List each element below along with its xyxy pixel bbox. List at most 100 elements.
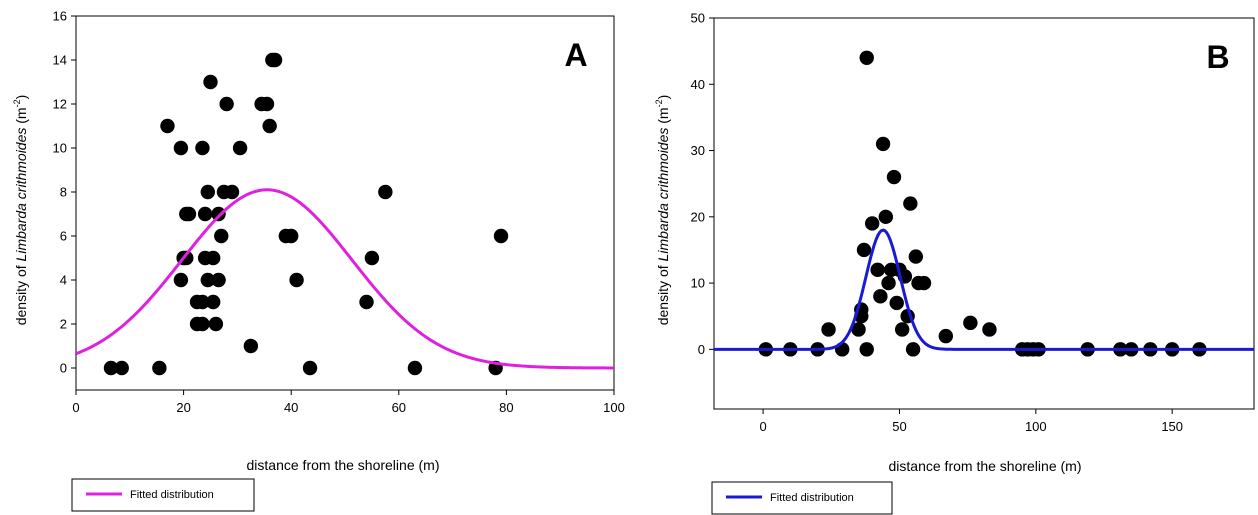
y-axis-label-unit: (m — [13, 107, 29, 127]
data-point — [881, 275, 896, 291]
data-point — [211, 206, 226, 222]
panel-label: A — [564, 37, 587, 73]
data-point — [821, 322, 836, 337]
x-tick-label: 40 — [284, 400, 298, 415]
data-point — [152, 360, 167, 376]
data-point — [894, 322, 910, 337]
x-tick-label: 20 — [176, 400, 190, 415]
y-axis-label-species: Limbarda crithmoides — [13, 128, 29, 262]
data-point — [864, 216, 880, 231]
y-axis-label-prefix: density of — [655, 261, 671, 325]
y-tick-label: 4 — [60, 273, 67, 288]
plot-frame — [75, 15, 615, 391]
y-tick-label: 16 — [53, 9, 67, 24]
x-tick-label: 100 — [603, 400, 625, 415]
data-point — [284, 228, 299, 244]
legend-label: Fitted distribution — [770, 492, 854, 504]
data-point — [938, 328, 954, 344]
data-point — [205, 250, 221, 266]
y-axis-label-unit: (m — [655, 107, 671, 127]
data-point — [195, 294, 210, 310]
data-point — [982, 322, 997, 337]
chart-panel-b: 0 50 100 150 0 10 20 30 40 50 distance from the sh… — [654, 11, 1255, 515]
data-point — [289, 272, 304, 288]
y-tick-label: 2 — [60, 317, 67, 332]
y-tick-label: 10 — [691, 276, 705, 291]
x-tick-label: 0 — [759, 419, 766, 434]
y-tick-label: 30 — [691, 143, 705, 158]
data-point — [114, 360, 129, 376]
data-point — [916, 275, 932, 291]
data-point — [870, 262, 885, 278]
y-axis-label-suffix: ) — [655, 95, 671, 100]
data-point — [886, 169, 902, 185]
x-axis-label: distance from the shoreline (m) — [247, 457, 440, 473]
y-tick-label: 50 — [691, 11, 705, 26]
data-point — [224, 184, 240, 200]
data-point — [197, 206, 213, 222]
y-tick-label: 40 — [691, 77, 705, 92]
data-point — [173, 140, 189, 156]
fitted-curve — [714, 228, 1254, 351]
x-tick-label: 100 — [1025, 419, 1047, 434]
x-tick-label: 0 — [72, 400, 79, 415]
y-tick-label: 0 — [698, 342, 705, 357]
legend: Fitted distribution — [71, 478, 255, 512]
data-point — [214, 228, 229, 244]
data-point — [200, 184, 216, 200]
data-point — [859, 342, 874, 357]
legend: Fitted distribution — [711, 481, 893, 515]
fitted-curve — [76, 188, 614, 370]
y-axis-label: density of Limbarda crithmoides (m-2) — [12, 95, 29, 326]
data-point — [205, 294, 221, 310]
y-axis-label-exponent: -2 — [12, 99, 22, 107]
x-axis-label: distance from the shoreline (m) — [889, 458, 1082, 474]
y-tick-label: 12 — [53, 97, 67, 112]
data-point — [181, 206, 197, 222]
y-tick-label: 14 — [53, 53, 67, 68]
scatter-points — [758, 50, 1207, 357]
data-point — [378, 184, 393, 200]
x-tick-label: 80 — [499, 400, 513, 415]
legend-label: Fitted distribution — [130, 489, 214, 501]
data-point — [905, 342, 921, 357]
y-axis-label-suffix: ) — [13, 95, 29, 100]
data-point — [232, 140, 248, 156]
scatter-points — [103, 52, 509, 376]
x-tick-label: 150 — [1161, 419, 1183, 434]
y-tick-label: 0 — [60, 361, 67, 376]
data-point — [364, 250, 380, 266]
y-tick-label: 6 — [60, 229, 67, 244]
y-tick-label: 10 — [53, 141, 67, 156]
panel-label: B — [1206, 39, 1229, 75]
y-axis-label: density of Limbarda crithmoides (m-2) — [654, 95, 671, 326]
y-axis-label-exponent: -2 — [654, 99, 664, 107]
data-point — [211, 272, 226, 288]
data-point — [903, 196, 918, 211]
data-point — [219, 96, 234, 112]
y-tick-label: 8 — [60, 185, 67, 200]
y-axis-label-prefix: density of — [13, 261, 29, 325]
data-point — [103, 360, 119, 376]
y-tick-label: 20 — [691, 209, 705, 224]
chart-panel-a: 0 20 40 60 80 100 0 2 4 6 8 10 12 14 16 distance from t… — [12, 9, 625, 512]
data-point — [173, 272, 189, 288]
data-point — [208, 316, 224, 332]
x-tick-label: 60 — [392, 400, 406, 415]
data-point — [302, 360, 318, 376]
data-point — [259, 96, 275, 112]
data-point — [407, 360, 423, 376]
data-point — [267, 52, 283, 68]
data-point — [859, 50, 874, 65]
data-point — [195, 140, 210, 156]
y-axis-label-species: Limbarda crithmoides — [655, 128, 671, 262]
plot-frame — [713, 17, 1255, 410]
data-point — [851, 322, 866, 337]
data-point — [200, 272, 216, 288]
data-point — [203, 74, 218, 90]
x-tick-label: 50 — [892, 419, 906, 434]
data-point — [359, 294, 374, 310]
data-point — [243, 338, 259, 354]
data-point — [195, 316, 210, 332]
